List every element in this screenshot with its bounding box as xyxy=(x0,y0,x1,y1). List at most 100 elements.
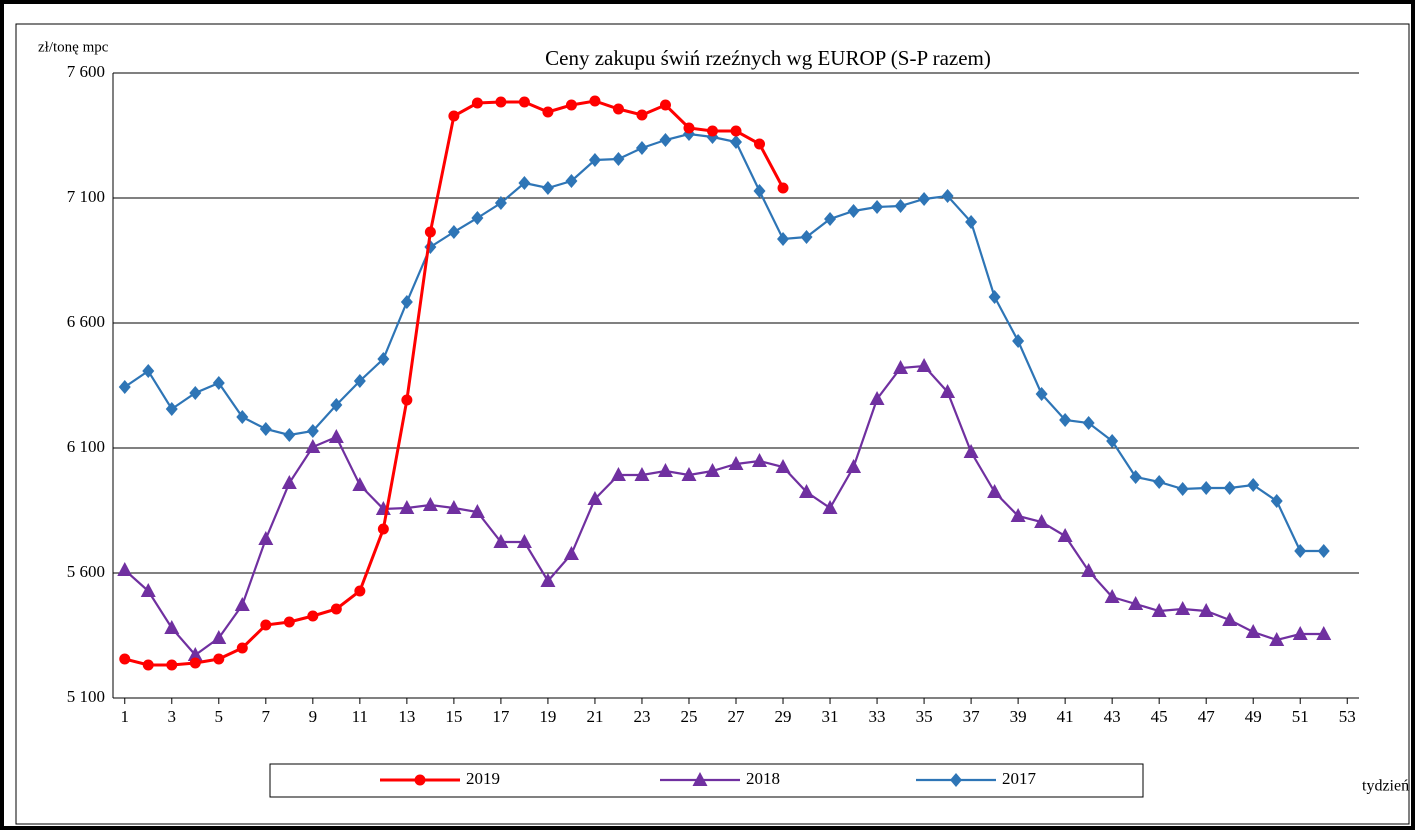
y-tick-label: 5 100 xyxy=(67,687,105,706)
legend-marker xyxy=(692,772,708,786)
data-point xyxy=(659,133,672,147)
data-point xyxy=(307,610,319,622)
data-point xyxy=(1292,626,1308,640)
data-point xyxy=(683,122,695,134)
data-point xyxy=(354,585,366,597)
data-point xyxy=(283,616,295,628)
data-point xyxy=(799,484,815,498)
data-point xyxy=(1059,413,1072,427)
data-point xyxy=(1012,334,1025,348)
data-point xyxy=(730,125,742,137)
data-point xyxy=(401,394,413,406)
data-point xyxy=(681,467,697,481)
x-tick-label: 53 xyxy=(1339,707,1356,726)
data-point xyxy=(234,597,250,611)
data-point xyxy=(189,386,202,400)
data-point xyxy=(752,453,768,467)
data-point xyxy=(636,109,648,121)
data-point xyxy=(800,230,813,244)
data-point xyxy=(213,653,225,665)
series-line xyxy=(124,132,1324,553)
data-point xyxy=(518,176,531,190)
data-point xyxy=(657,463,673,477)
data-point xyxy=(330,603,342,615)
x-axis-title: tydzień xyxy=(1362,778,1409,795)
data-point xyxy=(518,96,530,108)
data-point xyxy=(1316,626,1332,640)
data-point xyxy=(753,184,766,198)
data-point xyxy=(447,225,460,239)
data-point xyxy=(187,647,203,661)
data-point xyxy=(610,467,626,481)
data-point xyxy=(1034,514,1050,528)
data-point xyxy=(659,99,671,111)
legend-marker xyxy=(414,774,426,786)
x-tick-label: 37 xyxy=(963,707,981,726)
data-point xyxy=(330,398,343,412)
data-point xyxy=(142,659,154,671)
data-point xyxy=(400,295,413,309)
x-tick-label: 47 xyxy=(1198,707,1216,726)
data-point xyxy=(377,352,390,366)
data-point xyxy=(754,138,766,150)
y-tick-label: 7 600 xyxy=(67,62,105,81)
data-point xyxy=(471,97,483,109)
y-tick-label: 7 100 xyxy=(67,187,105,206)
data-point xyxy=(1035,387,1048,401)
data-point xyxy=(824,212,837,226)
data-point xyxy=(469,504,485,518)
data-point xyxy=(212,376,225,390)
data-point xyxy=(493,534,509,548)
data-point xyxy=(495,96,507,108)
data-point xyxy=(635,141,648,155)
data-point xyxy=(1245,624,1261,638)
data-point xyxy=(589,95,601,107)
data-point xyxy=(775,459,791,473)
x-tick-label: 49 xyxy=(1245,707,1262,726)
data-point xyxy=(328,429,344,443)
x-tick-label: 5 xyxy=(215,707,224,726)
data-point xyxy=(211,630,227,644)
data-point xyxy=(258,531,274,545)
x-tick-label: 11 xyxy=(352,707,368,726)
y-tick-label: 6 100 xyxy=(67,437,105,456)
data-point xyxy=(893,360,909,374)
data-point xyxy=(494,196,507,210)
data-point xyxy=(728,456,744,470)
y-axis-title: zł/tonę mpc xyxy=(38,39,109,55)
data-point xyxy=(542,106,554,118)
data-point xyxy=(119,653,131,665)
y-tick-label: 5 600 xyxy=(67,562,105,581)
data-point xyxy=(283,428,296,442)
x-tick-label: 27 xyxy=(728,707,746,726)
data-point xyxy=(965,215,978,229)
data-point xyxy=(777,232,790,246)
data-point xyxy=(236,410,249,424)
data-point xyxy=(1317,544,1330,558)
data-point xyxy=(612,152,625,166)
data-point xyxy=(471,211,484,225)
data-point xyxy=(987,484,1003,498)
data-point xyxy=(118,380,131,394)
x-tick-label: 25 xyxy=(680,707,697,726)
data-point xyxy=(189,657,201,669)
x-tick-label: 1 xyxy=(121,707,130,726)
data-point xyxy=(164,620,180,634)
data-point xyxy=(847,204,860,218)
legend-label: 2018 xyxy=(746,769,780,788)
data-point xyxy=(352,477,368,491)
data-point xyxy=(541,181,554,195)
data-point xyxy=(422,497,438,511)
x-tick-label: 39 xyxy=(1010,707,1027,726)
x-tick-label: 17 xyxy=(492,707,510,726)
data-point xyxy=(1175,601,1191,615)
data-point xyxy=(1176,482,1189,496)
data-point xyxy=(634,467,650,481)
data-point xyxy=(588,153,601,167)
legend-label: 2019 xyxy=(466,769,500,788)
data-point xyxy=(260,619,272,631)
x-tick-label: 51 xyxy=(1292,707,1309,726)
data-point xyxy=(377,523,389,535)
data-point xyxy=(777,182,789,194)
